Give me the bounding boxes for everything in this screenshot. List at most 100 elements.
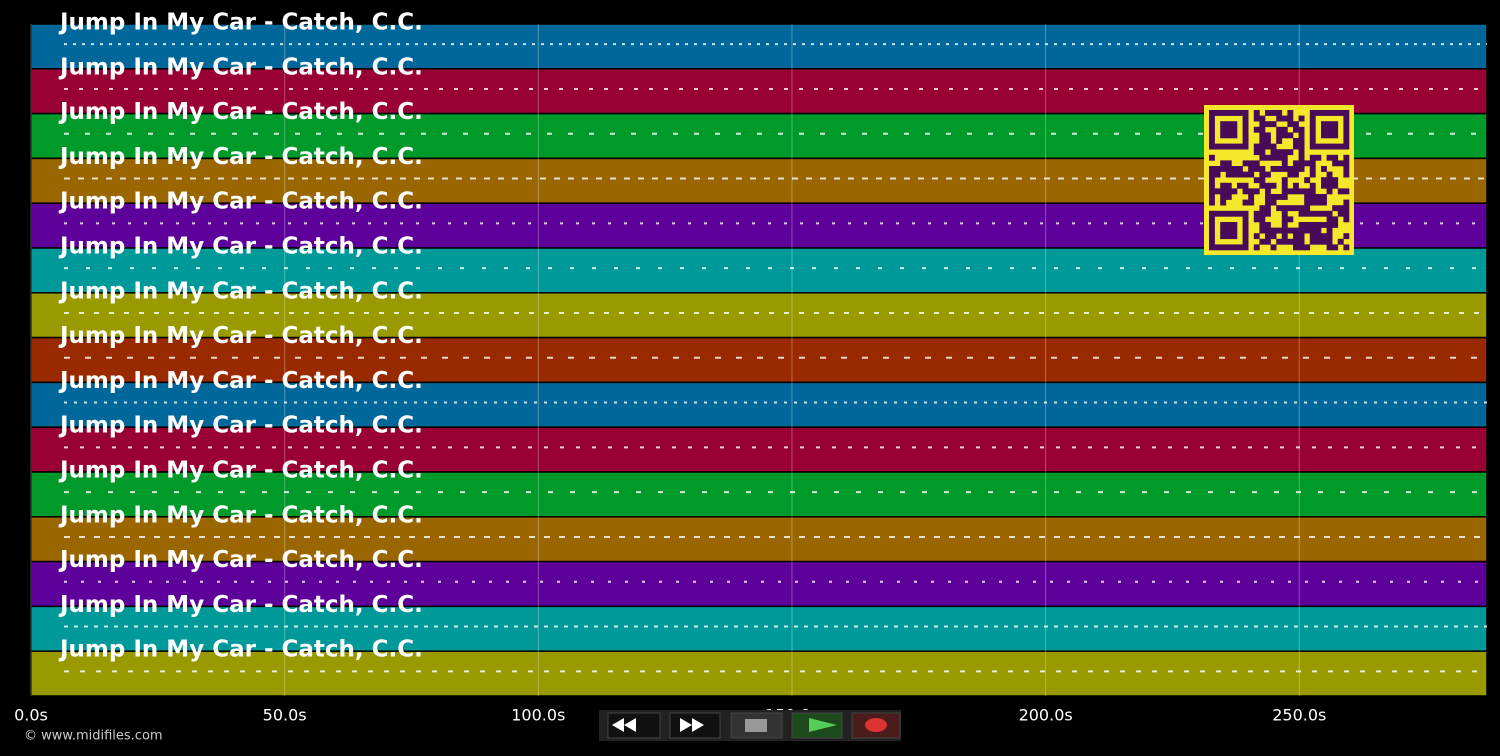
qr-module xyxy=(1326,233,1333,240)
qr-module xyxy=(1309,110,1316,116)
qr-module xyxy=(1253,210,1260,217)
qr-module xyxy=(1326,154,1333,161)
qr-module xyxy=(1242,216,1249,223)
qr-module xyxy=(1309,121,1316,128)
qr-module xyxy=(1281,154,1288,161)
qr-module xyxy=(1231,210,1238,217)
qr-module xyxy=(1231,143,1238,150)
qr-module xyxy=(1237,166,1243,172)
qr-module xyxy=(1293,182,1299,189)
stop-button[interactable] xyxy=(730,712,783,739)
qr-module xyxy=(1209,233,1215,240)
qr-module xyxy=(1321,194,1327,200)
qr-module xyxy=(1231,188,1238,195)
qr-module xyxy=(1220,110,1227,116)
qr-module xyxy=(1225,194,1232,200)
qr-module xyxy=(1265,110,1271,116)
qr-module xyxy=(1343,160,1350,167)
qr-module xyxy=(1248,188,1255,195)
qr-module xyxy=(1287,121,1294,128)
qr-module xyxy=(1242,143,1249,150)
qr-module xyxy=(1293,238,1299,245)
play-button[interactable] xyxy=(791,712,843,739)
track-label: Jump In My Car - Catch, C.C. xyxy=(58,54,423,80)
qr-module xyxy=(1209,182,1215,189)
qr-module xyxy=(1209,166,1215,172)
qr-module xyxy=(1315,227,1322,234)
qr-module xyxy=(1298,149,1305,156)
qr-module xyxy=(1220,166,1227,172)
footer: © www.midifiles.com xyxy=(24,729,163,744)
rewind-button[interactable] xyxy=(607,712,661,739)
qr-module xyxy=(1259,132,1266,139)
qr-module xyxy=(1242,132,1249,139)
qr-module xyxy=(1248,160,1255,167)
qr-module xyxy=(1293,188,1299,195)
qr-module xyxy=(1276,154,1283,161)
qr-module xyxy=(1259,216,1266,223)
qr-module xyxy=(1326,182,1333,189)
qr-module xyxy=(1326,132,1333,139)
qr-module xyxy=(1265,143,1271,150)
qr-module xyxy=(1309,238,1316,245)
qr-module xyxy=(1293,171,1299,178)
track-row xyxy=(30,426,1488,473)
qr-module xyxy=(1209,210,1215,217)
qr-module xyxy=(1326,210,1333,217)
qr-module xyxy=(1225,182,1232,189)
qr-module xyxy=(1326,244,1333,251)
qr-module xyxy=(1332,132,1339,139)
qr-module xyxy=(1231,227,1238,234)
qr-module xyxy=(1309,194,1316,200)
qr-module xyxy=(1281,132,1288,139)
qr-module xyxy=(1293,233,1299,240)
qr-module xyxy=(1281,216,1288,223)
qr-module xyxy=(1225,244,1232,251)
qr-module xyxy=(1281,194,1288,200)
qr-module xyxy=(1276,227,1283,234)
qr-module xyxy=(1343,115,1350,122)
qr-module xyxy=(1276,138,1283,144)
qr-module xyxy=(1309,199,1316,206)
record-button[interactable] xyxy=(851,712,901,739)
qr-module xyxy=(1214,188,1221,195)
qr-module xyxy=(1281,227,1288,234)
track-label: Jump In My Car - Catch, C.C. xyxy=(58,502,423,528)
fast-forward-button[interactable] xyxy=(669,712,721,739)
qr-module xyxy=(1298,244,1305,251)
qr-module xyxy=(1321,210,1327,217)
qr-module xyxy=(1220,210,1227,217)
qr-module xyxy=(1321,121,1327,128)
qr-module xyxy=(1242,238,1249,245)
qr-module xyxy=(1332,143,1339,150)
qr-module xyxy=(1304,227,1311,234)
qr-module xyxy=(1298,210,1305,217)
qr-module xyxy=(1265,238,1271,245)
qr-module xyxy=(1265,199,1271,206)
qr-module xyxy=(1309,138,1316,144)
qr-module xyxy=(1253,166,1260,172)
qr-module xyxy=(1265,132,1271,139)
qr-module xyxy=(1304,160,1311,167)
qr-module xyxy=(1293,126,1299,133)
qr-module xyxy=(1270,194,1277,200)
qr-module xyxy=(1326,216,1333,223)
qr-module xyxy=(1265,210,1271,217)
qr-module xyxy=(1304,205,1311,212)
track-labels: Jump In My Car - Catch, C.C. Jump In My C… xyxy=(58,10,423,663)
qr-module xyxy=(1209,194,1215,200)
qr-module xyxy=(1242,126,1249,133)
qr-module xyxy=(1281,160,1288,167)
qr-module xyxy=(1337,143,1344,150)
qr-module xyxy=(1242,227,1249,234)
track-label: Jump In My Car - Catch, C.C. xyxy=(58,637,423,663)
qr-module xyxy=(1309,210,1316,217)
tick-label: 0.0s xyxy=(14,706,48,725)
qr-module xyxy=(1321,110,1327,116)
qr-module xyxy=(1281,149,1288,156)
qr-module xyxy=(1315,233,1322,240)
qr-module xyxy=(1276,115,1283,122)
qr-module xyxy=(1248,166,1255,172)
qr-module xyxy=(1281,188,1288,195)
